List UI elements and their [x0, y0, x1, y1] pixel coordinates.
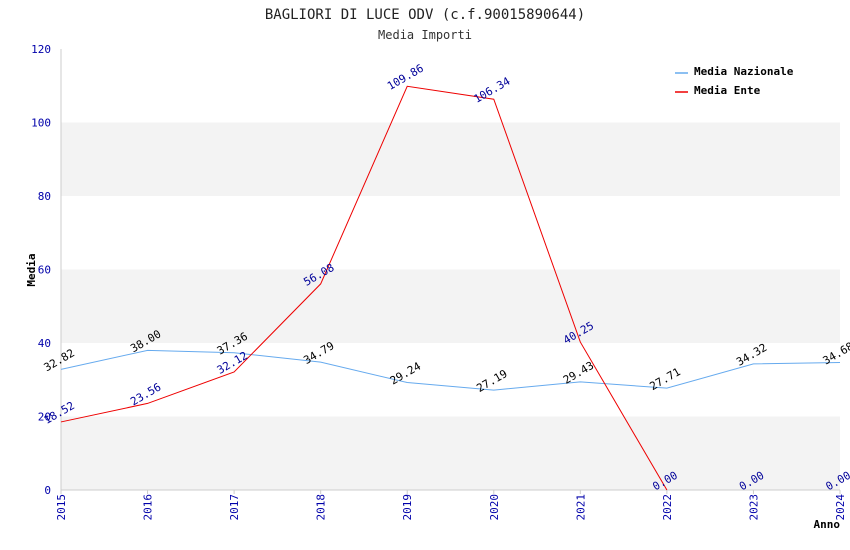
x-tick-label: 2020 — [488, 494, 501, 521]
y-ticks: 0 20 40 60 80 100 120 — [31, 43, 51, 497]
chart-title: BAGLIORI DI LUCE ODV (c.f.90015890644) — [265, 7, 585, 23]
legend: Media Nazionale Media Ente — [669, 60, 810, 101]
x-axis-title: Anno — [814, 518, 841, 531]
grid-band — [61, 122, 840, 196]
axes — [60, 49, 840, 491]
legend-box — [669, 60, 810, 101]
x-tick-label: 2024 — [834, 494, 847, 521]
legend-label-media-nazionale: Media Nazionale — [694, 65, 794, 78]
series-lines — [60, 85, 841, 491]
y-tick-label: 60 — [38, 264, 51, 277]
series-line-media-nazionale — [60, 349, 841, 391]
chart-subtitle: Media Importi — [378, 28, 472, 42]
y-tick-label: 0 — [44, 484, 51, 497]
x-tick-label: 2018 — [315, 494, 328, 521]
y-tick-label: 100 — [31, 117, 51, 130]
y-axis-title: Media — [25, 253, 38, 286]
x-tick-label: 2023 — [747, 494, 760, 521]
legend-label-media-ente: Media Ente — [694, 84, 761, 97]
grid-bands — [61, 49, 840, 490]
grid-band — [61, 269, 840, 343]
x-tick-label: 2019 — [401, 494, 414, 521]
y-tick-label: 120 — [31, 43, 51, 56]
series-line-media-ente — [60, 85, 668, 491]
x-ticks: 2015 2016 2017 2018 2019 2020 2021 2022 2023 2024 — [55, 490, 847, 521]
x-tick-label: 2021 — [574, 494, 587, 521]
x-tick-label: 2022 — [661, 494, 674, 521]
grid-band — [61, 416, 840, 490]
grid-band — [61, 343, 840, 417]
x-tick-label: 2015 — [55, 494, 68, 521]
y-tick-label: 40 — [38, 337, 51, 350]
y-tick-label: 80 — [38, 190, 51, 203]
grid-band — [61, 196, 840, 270]
y-tick-label: 20 — [38, 411, 51, 424]
x-tick-label: 2016 — [142, 494, 155, 521]
x-tick-label: 2017 — [228, 494, 241, 521]
